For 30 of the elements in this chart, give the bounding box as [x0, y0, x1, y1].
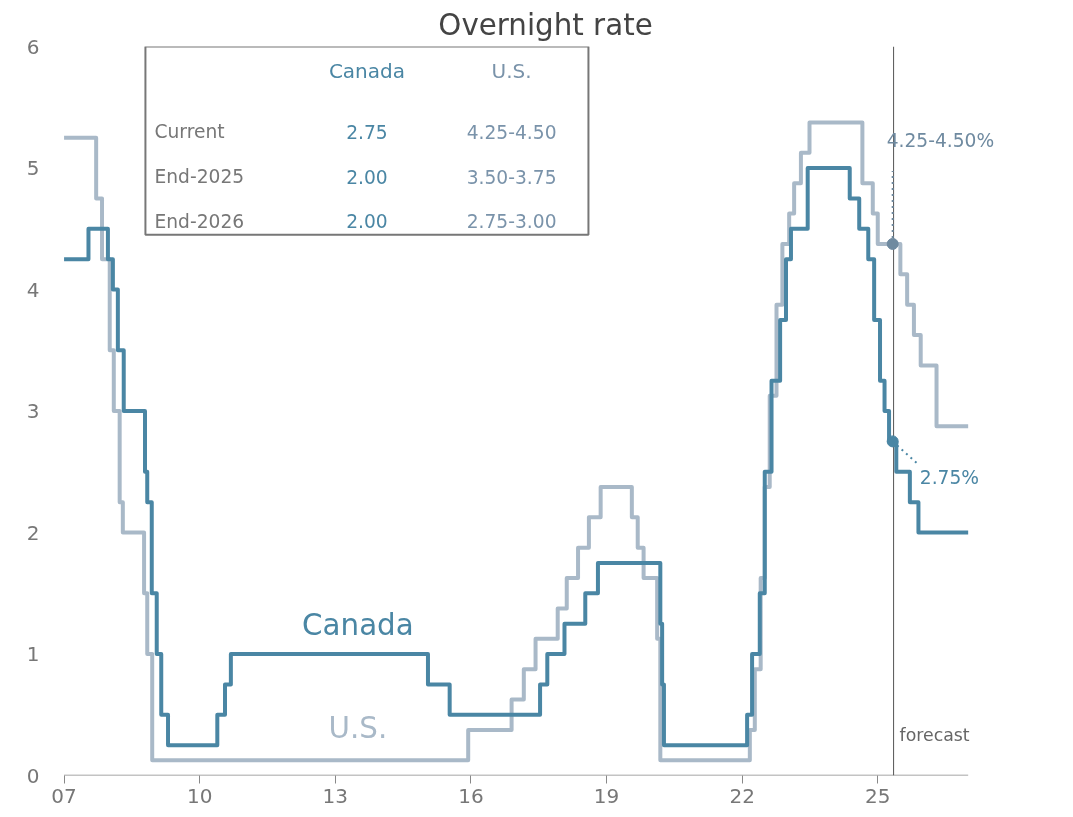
- annotation: Canada: [328, 58, 405, 83]
- annotation: 2.00: [346, 166, 388, 188]
- x-tick-label: 10: [186, 783, 213, 808]
- x-tick-label: 13: [322, 783, 349, 808]
- y-tick-label: 1: [26, 642, 40, 666]
- annotation: End-2025: [154, 166, 245, 188]
- y-tick-label: 4: [26, 277, 40, 302]
- x-tick-label: 07: [51, 783, 77, 808]
- x-tick-label: 25: [865, 783, 891, 808]
- x-tick-label: 22: [729, 783, 755, 808]
- series-label: Canada: [302, 607, 414, 642]
- y-tick-label: 0: [26, 763, 40, 788]
- annotation: 2.75%: [919, 467, 980, 489]
- annotation: 2.75: [346, 121, 388, 143]
- series-label: U.S.: [328, 711, 388, 746]
- y-tick-label: 2: [26, 520, 40, 545]
- y-tick-label: 5: [26, 156, 40, 180]
- annotation: 2.75-3.00: [466, 211, 557, 233]
- annotation: 2.00: [346, 211, 388, 233]
- x-tick-label: 16: [458, 783, 484, 808]
- y-tick-label: 3: [26, 399, 40, 423]
- annotation: U.S.: [491, 58, 532, 83]
- annotation: 3.50-3.75: [466, 166, 557, 188]
- annotation: Current: [154, 121, 225, 143]
- x-tick-label: 19: [593, 783, 620, 808]
- chart-title: Overnight rate: [438, 7, 653, 42]
- ref-line-label: forecast: [899, 725, 970, 746]
- annotation: End-2026: [154, 210, 245, 232]
- y-tick-label: 6: [26, 34, 40, 59]
- annotation: 4.25-4.50: [466, 121, 557, 143]
